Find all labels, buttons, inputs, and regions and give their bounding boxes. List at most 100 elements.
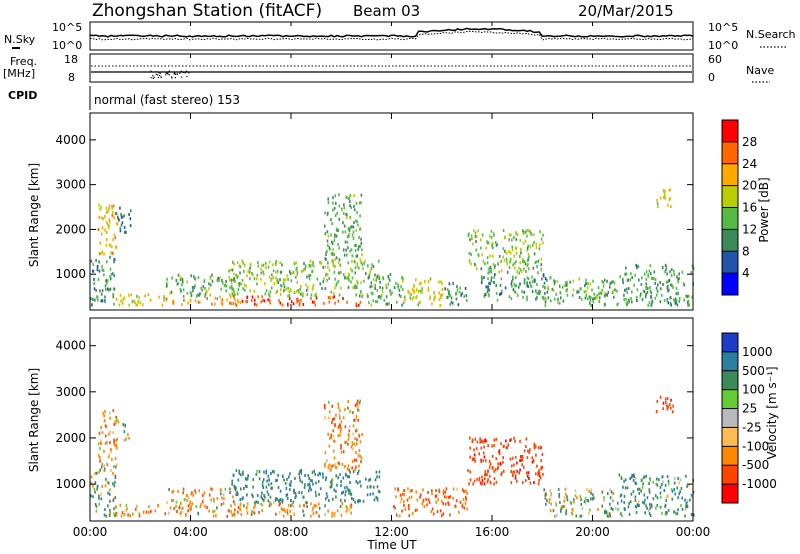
- radar-cell: [634, 499, 637, 502]
- radar-cell: [289, 272, 292, 275]
- radar-cell: [97, 298, 99, 302]
- radar-cell: [352, 432, 354, 436]
- radar-cell: [102, 217, 104, 221]
- radar-cell: [114, 476, 117, 479]
- radar-cell: [106, 281, 108, 285]
- radar-cell: [294, 477, 296, 480]
- radar-cell: [94, 503, 97, 506]
- radar-cell: [119, 503, 122, 507]
- radar-cell: [296, 300, 298, 304]
- radar-cell: [490, 229, 493, 233]
- colorbar-tick-label: 25: [742, 402, 757, 416]
- radar-cell: [519, 238, 522, 242]
- radar-cell: [347, 437, 350, 441]
- radar-cell: [579, 514, 581, 518]
- radar-cell: [342, 248, 345, 252]
- radar-cell: [275, 291, 277, 294]
- radar-cell: [235, 469, 238, 473]
- radar-cell: [290, 279, 293, 283]
- radar-cell: [208, 509, 210, 513]
- colorbar-tick-label: 500: [742, 364, 765, 378]
- radar-cell: [469, 455, 471, 459]
- radar-cell: [270, 472, 272, 475]
- radar-cell: [373, 498, 376, 502]
- radar-cell: [193, 286, 195, 290]
- radar-cell: [326, 273, 329, 276]
- radar-cell: [280, 507, 283, 511]
- radar-cell: [330, 436, 333, 440]
- radar-cell: [636, 299, 638, 302]
- radar-cell: [338, 246, 340, 250]
- radar-cell: [360, 281, 362, 285]
- radar-cell: [101, 484, 103, 488]
- radar-cell: [203, 279, 206, 283]
- radar-cell: [220, 287, 223, 291]
- radar-cell: [500, 259, 502, 263]
- radar-cell: [488, 459, 491, 463]
- radar-cell: [604, 509, 606, 513]
- radar-cell: [438, 488, 440, 492]
- freq-unit: [MHz]: [3, 67, 35, 80]
- radar-cell: [340, 270, 342, 274]
- radar-cell: [529, 448, 531, 452]
- velocity-scatter: [90, 395, 695, 518]
- radar-cell: [528, 451, 531, 454]
- radar-cell: [385, 283, 387, 287]
- radar-cell: [103, 252, 105, 256]
- radar-cell: [109, 416, 111, 420]
- radar-cell: [129, 224, 132, 228]
- radar-cell: [549, 276, 552, 280]
- radar-cell: [241, 259, 243, 263]
- freq-tick-top: 18: [64, 53, 78, 66]
- radar-cell: [234, 508, 236, 512]
- radar-cell: [103, 449, 105, 453]
- radar-cell: [114, 236, 117, 240]
- radar-cell: [111, 245, 113, 249]
- radar-cell: [439, 304, 441, 307]
- radar-cell: [99, 207, 101, 211]
- radar-cell: [398, 288, 401, 292]
- radar-cell: [549, 509, 552, 513]
- radar-cell: [332, 429, 335, 433]
- radar-cell: [649, 506, 651, 510]
- radar-cell: [312, 512, 315, 516]
- radar-cell: [357, 408, 360, 412]
- radar-cell: [537, 471, 540, 475]
- radar-cell: [355, 429, 357, 433]
- radar-cell: [463, 506, 465, 510]
- radar-cell: [332, 434, 334, 438]
- radar-cell: [411, 297, 414, 301]
- radar-cell: [161, 303, 164, 307]
- radar-cell: [106, 480, 109, 484]
- radar-cell: [667, 508, 670, 512]
- radar-cell: [97, 442, 100, 446]
- radar-cell: [503, 235, 506, 239]
- radar-cell: [670, 205, 672, 208]
- radar-cell: [510, 297, 513, 301]
- radar-cell: [275, 276, 277, 280]
- radar-cell: [472, 482, 474, 486]
- radar-cell: [335, 489, 337, 493]
- radar-cell: [659, 196, 662, 200]
- radar-cell: [502, 247, 505, 251]
- radar-cell: [691, 295, 693, 299]
- radar-cell: [98, 431, 101, 435]
- radar-cell: [214, 302, 216, 306]
- radar-cell: [446, 288, 449, 292]
- radar-cell: [481, 439, 483, 443]
- radar-cell: [588, 295, 591, 299]
- radar-cell: [369, 285, 372, 289]
- colorbar-segment: [722, 120, 738, 143]
- radar-cell: [145, 510, 148, 514]
- radar-cell: [523, 281, 526, 285]
- radar-cell: [182, 506, 184, 510]
- radar-cell: [407, 504, 410, 507]
- colorbar-tick-label: -500: [742, 458, 769, 472]
- radar-cell: [605, 293, 608, 297]
- radar-cell: [266, 490, 269, 494]
- radar-cell: [436, 510, 439, 514]
- x-tick-label: 04:00: [173, 525, 208, 539]
- radar-cell: [313, 469, 315, 473]
- radar-cell: [114, 465, 117, 469]
- radar-cell: [314, 503, 316, 507]
